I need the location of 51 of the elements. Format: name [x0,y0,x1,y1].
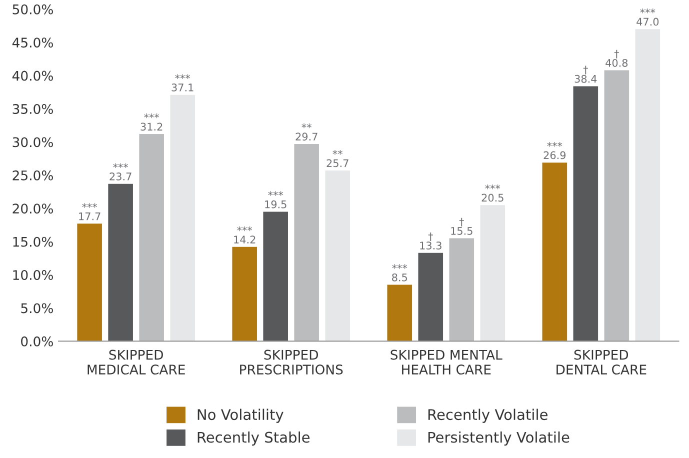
bar [139,134,164,342]
bar [263,212,288,342]
y-tick-label: 40.0% [12,70,53,81]
data-label: † 38.4 [574,66,597,83]
data-label: *** 47.0 [636,8,659,26]
bar [635,29,660,342]
y-tick-label: 15.0% [13,236,53,247]
data-label: *** 19.5 [265,191,286,208]
data-label: † 40.8 [606,50,628,67]
data-label: ** 29.7 [296,123,318,141]
legend-label: Recently Volatile [428,408,548,423]
data-label: *** 17.7 [79,203,100,220]
data-label: *** 20.5 [482,184,504,202]
data-label: *** 31.2 [140,113,162,131]
y-tick-label: 20.0% [12,204,53,214]
bar [108,184,133,342]
data-label: † 13.3 [420,232,442,250]
bar [542,162,568,342]
y-tick-label: 30.0% [12,137,53,148]
y-tick-label: 0.0% [21,336,53,346]
y-tick-label: 50.0% [12,4,53,14]
y-tick-label: 35.0% [12,104,53,114]
legend-label: No Volatility [198,408,284,423]
bar [573,86,598,342]
bar [604,70,630,342]
bar [418,252,444,342]
data-label: *** 14.2 [234,226,256,244]
bar [480,205,506,342]
bar [449,238,474,342]
y-tick-label: 25.0% [12,170,53,180]
y-tick-label: 45.0% [12,38,53,48]
bar [325,170,350,342]
data-label: *** 26.9 [544,142,566,160]
data-label: *** 23.7 [110,163,132,180]
data-label: *** 8.5 [392,264,408,282]
legend-label: Recently Stable [198,432,310,446]
bar [232,246,257,342]
x-tick-label: SKIPPED DENTAL CARE [556,350,646,375]
bar [294,144,320,342]
y-tick-label: 5.0% [21,303,53,314]
bar [170,94,195,342]
y-tick-label: 10.0% [13,270,53,280]
data-label: *** 37.1 [172,74,194,92]
x-tick-label: SKIPPED MENTAL HEALTH CARE [390,350,502,375]
bar [77,224,102,342]
data-label: † 15.5 [451,218,472,235]
legend-label: Persistently Volatile [428,432,570,446]
bar [387,284,412,342]
data-label: ** 25.7 [326,150,348,168]
x-tick-label: SKIPPED MEDICAL CARE [88,350,185,375]
x-tick-label: SKIPPED PRESCRIPTIONS [240,350,343,375]
